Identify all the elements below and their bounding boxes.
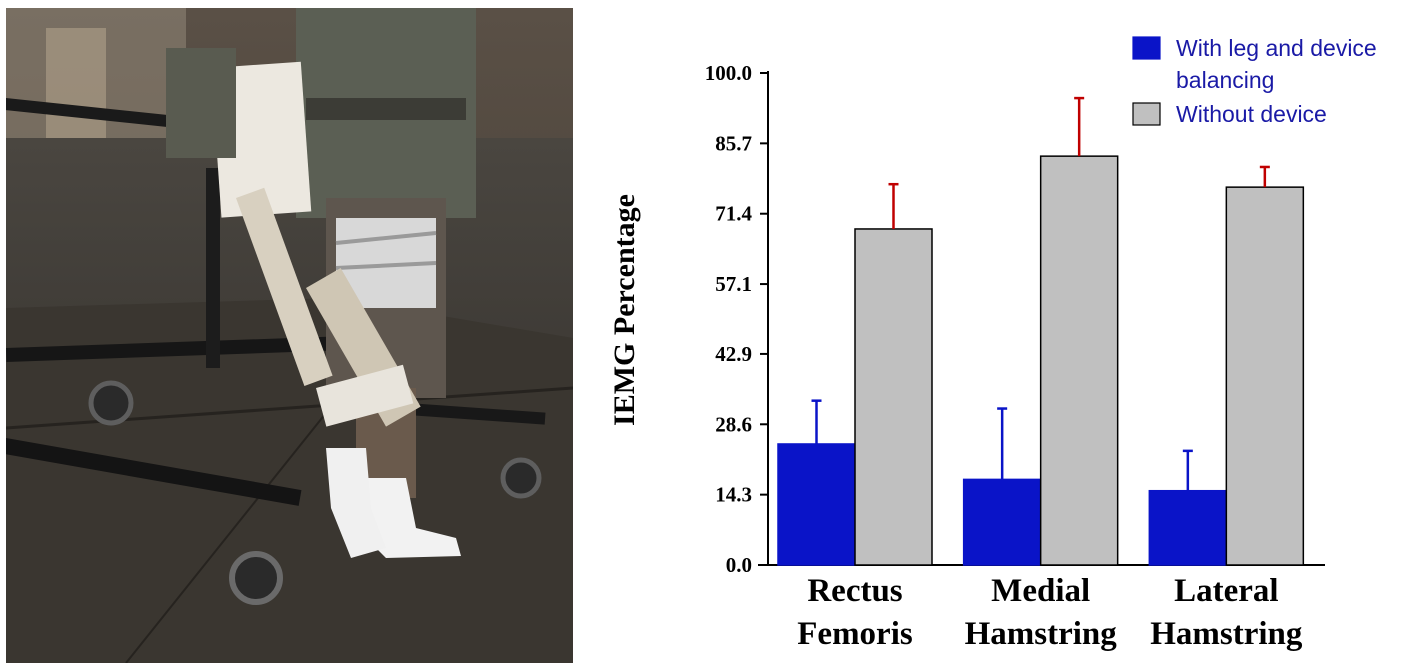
y-tick-labels: 0.0 14.3 28.6 42.9 57.1 71.4 85.7 100.0 bbox=[705, 61, 753, 577]
x-category-label: Rectus bbox=[807, 573, 902, 609]
legend-label: Without device bbox=[1176, 101, 1327, 127]
bar-without-device bbox=[1039, 155, 1119, 566]
x-category-label: Lateral bbox=[1174, 573, 1278, 609]
y-tick-label: 71.4 bbox=[715, 202, 752, 226]
legend-swatch bbox=[1132, 36, 1161, 60]
x-category-label: Femoris bbox=[797, 616, 913, 652]
bar-with-device bbox=[1148, 489, 1228, 566]
bar-without-device bbox=[1225, 186, 1305, 566]
chart-error-bars bbox=[811, 96, 1270, 491]
legend-label: With leg and device bbox=[1176, 35, 1377, 61]
x-category-label: Hamstring bbox=[965, 616, 1118, 652]
bar-with-device bbox=[962, 478, 1042, 566]
y-axis-label: IEMG Percentage bbox=[608, 194, 641, 426]
y-tick-label: 85.7 bbox=[715, 131, 752, 155]
x-category-labels: Rectus Femoris Medial Hamstring Lateral Hamst… bbox=[797, 573, 1303, 652]
y-tick-label: 57.1 bbox=[715, 272, 752, 296]
y-tick-label: 28.6 bbox=[715, 412, 752, 436]
y-tick-label: 42.9 bbox=[715, 342, 752, 366]
y-tick-label: 100.0 bbox=[705, 61, 752, 85]
exoskeleton-photo-illustration bbox=[3, 8, 574, 664]
iemg-bar-chart: 0.0 14.3 28.6 42.9 57.1 71.4 85.7 100.0 Rectus F… bbox=[580, 0, 1424, 667]
exoskeleton-photo bbox=[3, 8, 574, 664]
x-category-label: Medial bbox=[991, 573, 1090, 609]
legend-label: balancing bbox=[1176, 67, 1274, 93]
y-tick-label: 0.0 bbox=[726, 553, 752, 577]
x-category-label: Hamstring bbox=[1150, 616, 1303, 652]
chart-canvas: 0.0 14.3 28.6 42.9 57.1 71.4 85.7 100.0 Rectus F… bbox=[608, 35, 1377, 652]
bar-without-device bbox=[854, 228, 933, 566]
chart-legend: With leg and device balancing Without devi… bbox=[1132, 35, 1377, 127]
y-tick-label: 14.3 bbox=[715, 483, 752, 507]
legend-swatch bbox=[1132, 102, 1161, 126]
chart-bars bbox=[777, 155, 1305, 566]
bar-with-device bbox=[777, 443, 856, 566]
